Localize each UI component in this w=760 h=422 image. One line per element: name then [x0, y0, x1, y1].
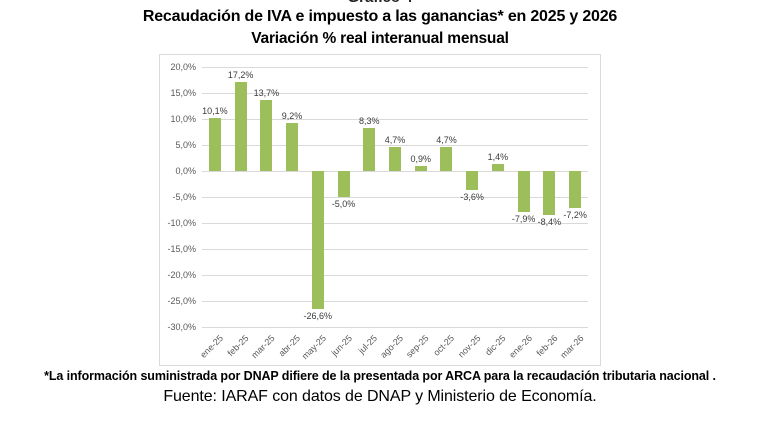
gridline [202, 223, 588, 224]
bar [363, 127, 376, 171]
y-tick-label: 0,0% [175, 166, 196, 176]
x-tick-label: sep-25 [404, 333, 431, 360]
bar-value-label: 13,7% [253, 87, 280, 98]
x-axis-labels: ene-25 feb-25 mar-25 abr-25 may-25 jun-25 jul-… [198, 329, 588, 363]
bar [286, 123, 299, 171]
x-tick-label: ago-25 [378, 333, 406, 360]
bar [491, 163, 504, 171]
x-tick-label: nov-25 [455, 333, 483, 360]
x-tick-label: ene-26 [506, 333, 534, 360]
bar [543, 171, 556, 215]
y-axis-labels: 20,0% 15,0% 10,0% 5,0% 0,0% -5,0% -10,0% -15,0%… [160, 62, 200, 332]
x-tick-label: jun-25 [328, 333, 354, 358]
gridline [202, 67, 588, 68]
x-tick-label: abr-25 [276, 333, 303, 359]
bar-value-label: -3,6% [460, 191, 484, 202]
gridline [202, 119, 588, 120]
gridline [202, 301, 588, 302]
y-tick-label: 20,0% [170, 62, 196, 72]
bar [466, 171, 479, 190]
chart-title-line1: Recaudación de IVA e impuesto a las gana… [142, 8, 618, 25]
y-tick-label: 15,0% [170, 88, 196, 98]
y-tick-label: -5,0% [172, 192, 196, 202]
bar [208, 118, 221, 171]
y-tick-label: -30,0% [167, 322, 196, 332]
chart-panel: 20,0% 15,0% 10,0% 5,0% 0,0% -5,0% -10,0% -15,0%… [159, 54, 601, 366]
gridline [202, 171, 588, 172]
bar [337, 171, 350, 197]
chart-title-line2: Variación % real interanual mensual [251, 30, 509, 47]
bar-value-label: 0,9% [410, 154, 431, 165]
y-tick-label: 10,0% [170, 114, 196, 124]
bar-value-label: -26,6% [303, 311, 333, 322]
bar-value-label: -7,2% [563, 210, 587, 221]
x-tick-label: ene-25 [198, 333, 225, 360]
bar [414, 166, 427, 171]
bar [234, 81, 247, 171]
x-tick-label: may-25 [299, 333, 328, 362]
bar-value-label: -5,0% [331, 199, 356, 209]
y-tick-label: -15,0% [167, 244, 196, 254]
bar-value-label: 1,4% [487, 151, 509, 162]
bar [311, 171, 324, 310]
bar-value-label: -7,9% [511, 214, 536, 225]
x-tick-label: mar-25 [249, 333, 277, 361]
bar-value-label: 4,7% [384, 134, 406, 145]
plot-area: 10,1% 17,2% 13,7% 9,2% -26,6% -5,0% 8,3% 4,7% 0,… [202, 67, 588, 328]
footnote: *La información suministrada por DNAP di… [44, 369, 716, 383]
gridline [202, 197, 588, 198]
x-tick-label: feb-25 [225, 333, 251, 359]
bar-value-label: 10,1% [202, 106, 228, 117]
gridline [202, 249, 588, 250]
x-tick-label: feb-26 [534, 333, 560, 359]
bar-value-label: -8,4% [537, 216, 562, 227]
x-tick-label: mar-26 [557, 333, 586, 361]
bar [569, 171, 582, 209]
x-tick-label: jul-25 [356, 333, 380, 356]
gridline [202, 93, 588, 94]
clipped-chart-number-text: Gráfico 4 [347, 0, 412, 6]
y-tick-label: -20,0% [167, 270, 196, 280]
gridline [202, 145, 588, 146]
bar [517, 171, 530, 213]
gridline [202, 327, 588, 328]
x-tick-label: dic-25 [483, 333, 509, 358]
bar [260, 99, 273, 171]
bar [440, 146, 453, 171]
bar-value-label: 4,7% [436, 134, 457, 145]
y-tick-label: 5,0% [175, 140, 196, 150]
bar [389, 146, 401, 171]
clipped-chart-number: Gráfico 4 [0, 0, 760, 6]
y-tick-label: -10,0% [167, 218, 196, 228]
source-line: Fuente: IARAF con datos de DNAP y Minist… [163, 388, 597, 405]
bar-value-label: 17,2% [227, 69, 254, 80]
bar-value-label: 9,2% [281, 111, 303, 122]
bar-value-label: 8,3% [359, 115, 380, 126]
x-tick-label: oct-25 [431, 333, 457, 358]
y-tick-label: -25,0% [167, 296, 196, 306]
gridline [202, 275, 588, 276]
